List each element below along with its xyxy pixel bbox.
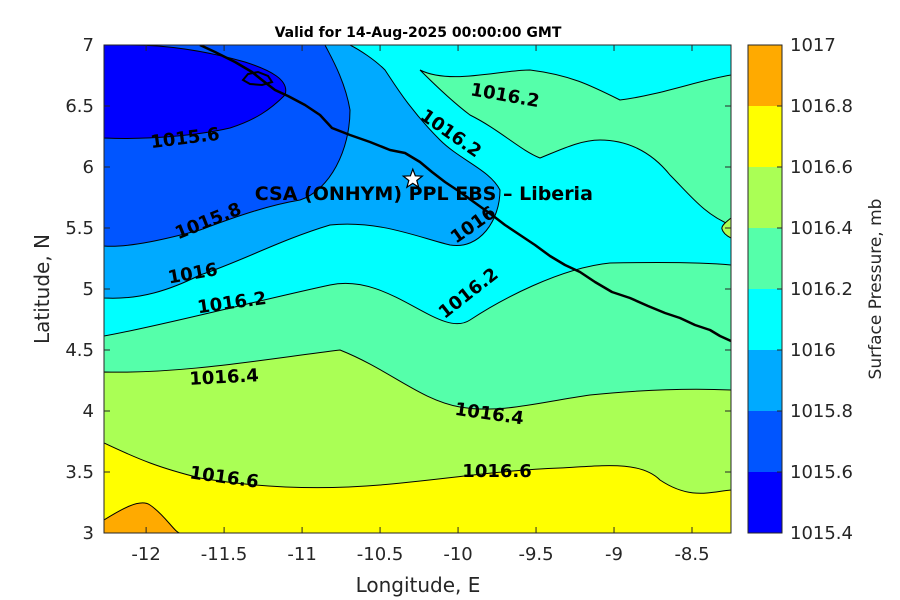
- star-icon: [401, 167, 424, 189]
- y-tick-label: 4: [83, 401, 94, 422]
- chart-title: Valid for 14-Aug-2025 00:00:00 GMT: [275, 25, 562, 41]
- x-axis-label: Longitude, E: [356, 573, 481, 597]
- colorbar-tick-label: 1015.6: [790, 462, 853, 483]
- y-tick-label: 3.5: [65, 462, 94, 483]
- colorbar-tick-label: 1016.8: [790, 96, 853, 117]
- colorbar-segment: [748, 228, 782, 289]
- colorbar: 1015.4 1015.6 1015.8 1016 1016.2 1016.4 1016.6…: [748, 35, 853, 544]
- island-outline: [241, 70, 274, 87]
- x-tick-label: -10: [443, 544, 472, 565]
- x-axis: -12 -11.5 -11 -10.5 -10 -9.5 -9 -8.5: [131, 45, 710, 565]
- y-tick-label: 3: [83, 523, 94, 544]
- y-tick-label: 7: [83, 35, 94, 56]
- colorbar-segment: [748, 167, 782, 228]
- y-tick-label: 5.5: [65, 218, 94, 239]
- contour-label: 1016.6: [462, 461, 531, 482]
- colorbar-segment: [748, 472, 782, 533]
- colorbar-segment: [748, 106, 782, 167]
- y-tick-label: 4.5: [65, 340, 94, 361]
- colorbar-segment: [748, 45, 782, 106]
- x-tick-label: -11: [287, 544, 316, 565]
- contour-map: [104, 45, 731, 533]
- colorbar-segment: [748, 350, 782, 411]
- fill-band-1016-6: [104, 442, 731, 533]
- colorbar-tick-label: 1015.8: [790, 401, 853, 422]
- x-tick-label: -12: [131, 544, 160, 565]
- x-tick-label: -8.5: [674, 544, 709, 565]
- colorbar-tick-label: 1016.4: [790, 218, 853, 239]
- y-axis: 3 3.5 4 4.5 5 5.5 6 6.5 7: [65, 35, 731, 544]
- x-tick-label: -11.5: [201, 544, 248, 565]
- x-tick-label: -10.5: [357, 544, 404, 565]
- colorbar-segment: [748, 289, 782, 350]
- x-tick-label: -9.5: [518, 544, 553, 565]
- colorbar-tick-label: 1015.4: [790, 523, 853, 544]
- colorbar-tick-label: 1016.6: [790, 157, 853, 178]
- colorbar-tick-label: 1016.2: [790, 279, 853, 300]
- y-axis-label: Latitude, N: [30, 234, 54, 344]
- y-tick-label: 6: [83, 157, 94, 178]
- coastline: [199, 45, 731, 343]
- site-label: CSA (ONHYM) PPL EBS – Liberia: [255, 183, 593, 205]
- x-tick-label: -9: [605, 544, 623, 565]
- colorbar-label: Surface Pressure, mb: [866, 199, 886, 380]
- contour-label: 1016.4: [189, 365, 259, 390]
- colorbar-tick-label: 1016: [790, 340, 836, 361]
- colorbar-frame: [747, 44, 783, 534]
- site-marker: CSA (ONHYM) PPL EBS – Liberia: [255, 167, 593, 205]
- colorbar-tick-label: 1017: [790, 35, 836, 56]
- y-tick-label: 6.5: [65, 96, 94, 117]
- colorbar-segment: [748, 411, 782, 472]
- fill-band-1016-8: [104, 502, 181, 533]
- y-tick-label: 5: [83, 279, 94, 300]
